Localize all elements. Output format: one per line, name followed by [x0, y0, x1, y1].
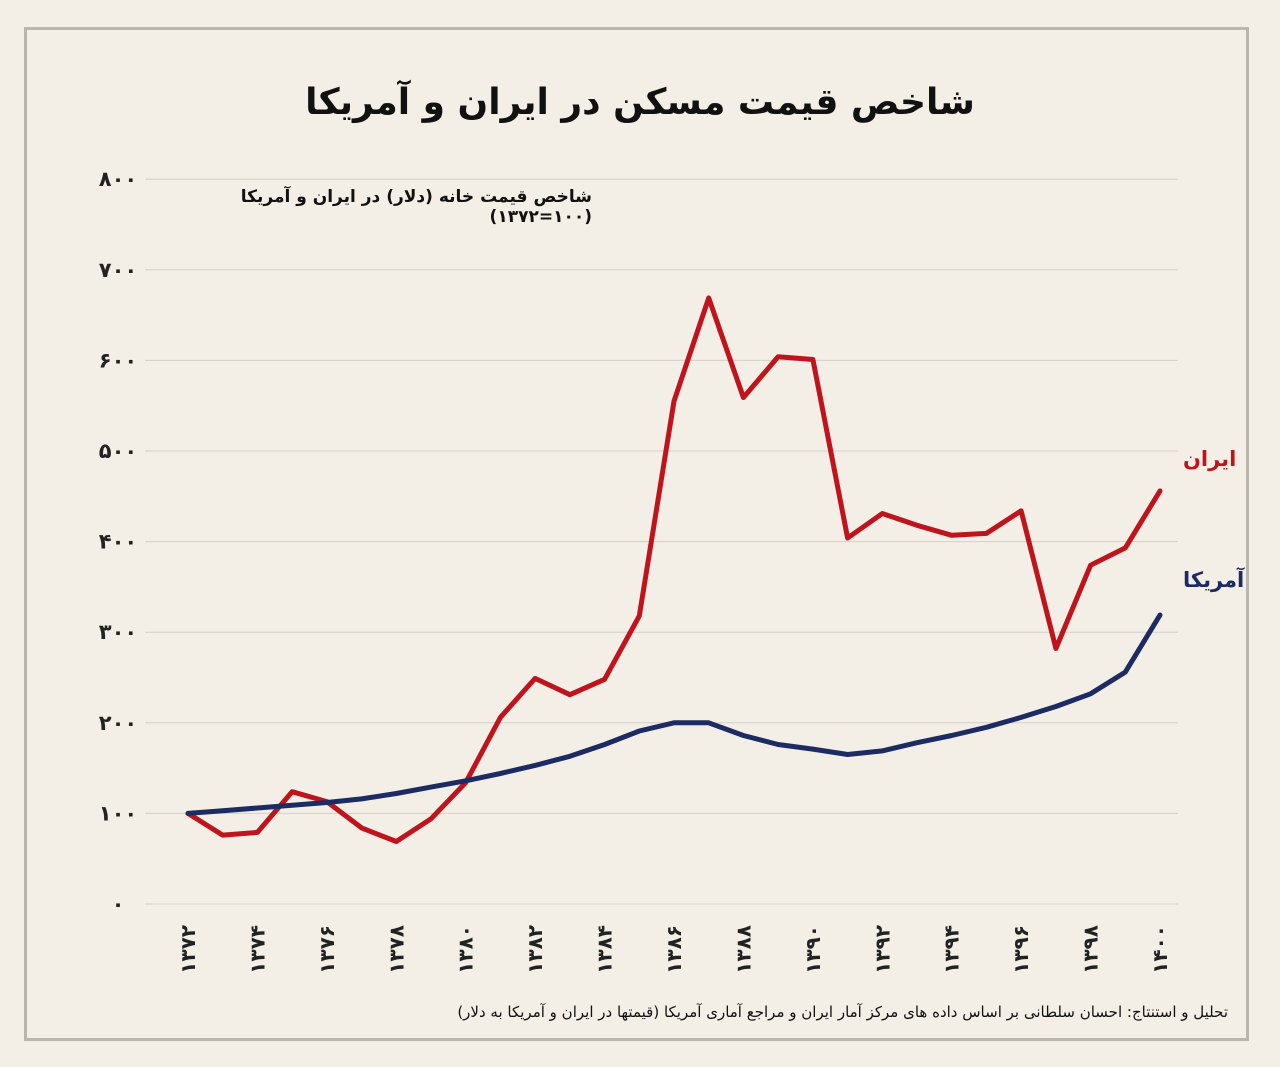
x-tick-label: ۱۳۷۲ — [176, 925, 200, 974]
x-tick-label: ۱۳۹۶ — [1009, 925, 1033, 974]
x-tick-label: ۱۳۸۶ — [662, 925, 686, 974]
series-label-iran: ایران — [1183, 447, 1236, 471]
grid-lines — [145, 178, 1178, 905]
x-tick-label: ۱۴۰۰ — [1148, 925, 1172, 974]
y-tick-label: ۳۰۰ — [99, 620, 137, 644]
y-tick-label: ۵۰۰ — [99, 439, 137, 463]
y-tick-label: ۷۰۰ — [99, 258, 137, 282]
x-tick-label: ۱۳۷۶ — [315, 925, 339, 974]
chart-frame — [24, 27, 1249, 1041]
series-label-usa: آمریکا — [1183, 567, 1245, 592]
series-labels: ایران آمریکا — [1183, 447, 1245, 592]
x-tick-label: ۱۳۹۲ — [870, 925, 894, 974]
chart-title: شاخص قیمت مسکن در ایران و آمریکا — [305, 82, 975, 123]
x-axis: ۱۳۷۲ ۱۳۷۴ ۱۳۷۶ ۱۳۷۸ ۱۳۸۰ ۱۳۸۲ ۱۳۸۴ ۱۳۸۶ ۱۳۸۸ ۱۳۹۰… — [176, 925, 1172, 974]
x-tick-label: ۱۳۹۸ — [1079, 925, 1103, 974]
y-tick-label: ۸۰۰ — [99, 167, 137, 191]
y-tick-label: ۴۰۰ — [99, 530, 137, 554]
x-tick-label: ۱۳۷۸ — [384, 925, 408, 974]
chart-subtitle: شاخص قیمت خانه (دلار) در ایران و آمریکا … — [240, 187, 592, 227]
x-tick-label: ۱۳۸۴ — [593, 925, 617, 974]
series-line-iran — [185, 295, 1163, 844]
y-axis: ۰ ۱۰۰ ۲۰۰ ۳۰۰ ۴۰۰ ۵۰۰ ۶۰۰ ۷۰۰ ۸۰۰ — [99, 167, 137, 916]
series-lines — [185, 295, 1163, 844]
x-tick-label: ۱۳۸۲ — [523, 925, 547, 974]
x-tick-label: ۱۳۸۸ — [731, 925, 755, 974]
y-tick-label: ۶۰۰ — [99, 348, 137, 372]
series-line-usa — [185, 612, 1163, 816]
y-tick-label: ۰ — [112, 892, 125, 916]
x-tick-label: ۱۳۸۰ — [454, 925, 478, 974]
y-tick-label: ۱۰۰ — [99, 801, 137, 825]
x-tick-label: ۱۳۷۴ — [245, 925, 269, 974]
source-note: تحلیل و استنتاج: احسان سلطانی بر اساس دا… — [457, 1003, 1228, 1021]
x-tick-label: ۱۳۹۴ — [940, 925, 964, 974]
y-tick-label: ۲۰۰ — [99, 711, 137, 735]
x-tick-label: ۱۳۹۰ — [801, 925, 825, 974]
